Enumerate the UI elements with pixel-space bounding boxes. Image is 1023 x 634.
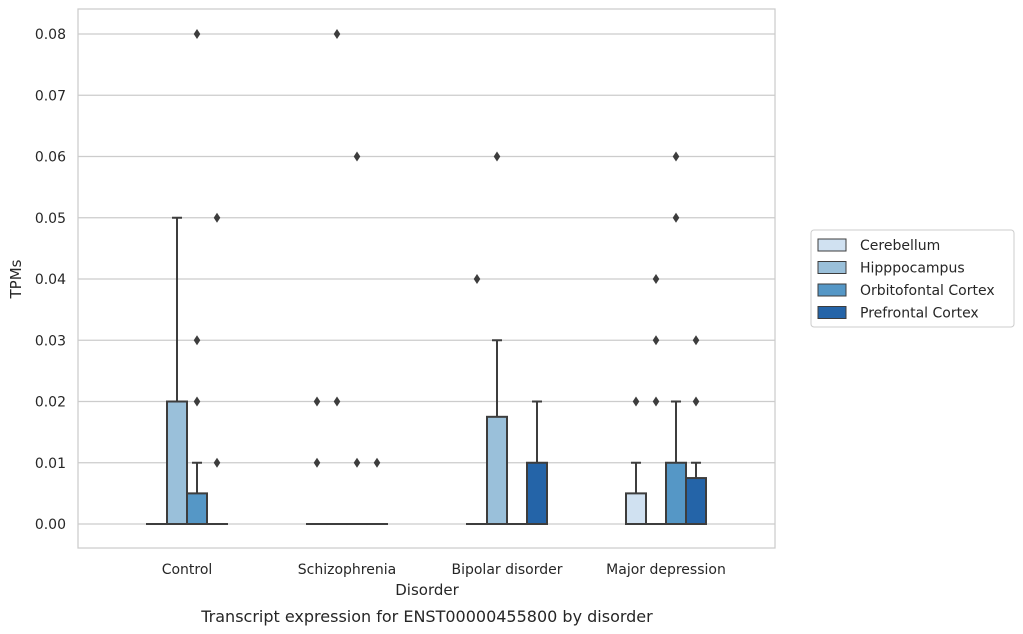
outlier-point: [193, 335, 201, 346]
box-2-3: [665, 151, 687, 525]
x-axis-label: Disorder: [395, 581, 459, 599]
y-tick-label: 0.04: [35, 272, 66, 288]
box-2-1: [346, 151, 368, 526]
legend-swatch: [817, 306, 847, 319]
x-tick-label: Major depression: [606, 562, 726, 578]
box-1-0: [166, 216, 188, 525]
outlier-point: [193, 396, 201, 407]
box-rect: [166, 400, 188, 525]
outlier-point: [333, 396, 341, 407]
outlier-point: [193, 29, 201, 39]
outlier-point: [632, 396, 640, 407]
outlier-point: [213, 212, 221, 223]
outlier-point: [692, 335, 700, 346]
legend-swatch: [817, 238, 847, 252]
box-0-2: [466, 274, 488, 526]
box-rect: [526, 461, 548, 525]
outlier-point: [333, 29, 341, 39]
legend-frame: [810, 229, 1015, 328]
plot-area-frame: [77, 8, 776, 549]
outlier-point: [652, 396, 660, 407]
x-tick-labels: Control Schizophrenia Bipolar disorder Majo…: [162, 562, 726, 578]
x-tick-label: Bipolar disorder: [451, 562, 562, 578]
box-rect: [665, 461, 687, 525]
legend-label: Cerebellum: [860, 238, 940, 254]
legend-swatch: [817, 261, 847, 274]
box-3-3: [685, 335, 707, 525]
box-0-3: [625, 396, 647, 525]
box-elements: [146, 29, 707, 526]
box-rect: [486, 415, 508, 525]
legend: Cerebellum Hipppocampus Orbitofontal Corte…: [810, 229, 1015, 328]
box-3-2: [526, 400, 548, 525]
box-2-0: [186, 29, 208, 525]
box-0-1: [306, 396, 328, 526]
box-1-1: [326, 29, 348, 526]
box-rect: [186, 492, 208, 525]
y-tick-label: 0.03: [35, 333, 66, 349]
legend-label: Hipppocampus: [860, 261, 965, 277]
outlier-point: [473, 274, 481, 284]
outlier-point: [373, 457, 381, 468]
x-tick-label: Schizophrenia: [298, 562, 396, 578]
box-rect: [625, 492, 647, 525]
outlier-point: [672, 212, 680, 223]
box-1-3: [645, 274, 667, 526]
y-tick-label: 0.02: [35, 395, 66, 411]
y-tick-label: 0.07: [35, 88, 66, 104]
x-tick-label: Control: [162, 562, 213, 578]
legend-label: Prefrontal Cortex: [860, 306, 979, 322]
box-3-1: [366, 457, 388, 526]
outlier-point: [652, 274, 660, 284]
y-tick-label: 0.08: [35, 27, 66, 43]
outlier-point: [652, 335, 660, 346]
y-tick-labels: 0.00 0.01 0.02 0.03 0.04 0.05 0.06 0.07 0.08: [35, 27, 66, 533]
chart-caption: Transcript expression for ENST0000045580…: [200, 607, 653, 626]
y-tick-label: 0.06: [35, 150, 66, 166]
outlier-point: [692, 396, 700, 407]
outlier-point: [353, 151, 361, 162]
outlier-point: [213, 457, 221, 468]
legend-swatch: [817, 283, 847, 297]
box-rect: [685, 477, 707, 525]
y-axis-label: TPMs: [7, 259, 25, 299]
y-tick-label: 0.01: [35, 456, 66, 472]
box-3-0: [206, 212, 228, 526]
outlier-point: [313, 457, 321, 468]
y-tick-label: 0.05: [35, 211, 66, 227]
outlier-point: [353, 457, 361, 468]
outlier-point: [313, 396, 321, 407]
legend-label: Orbitofontal Cortex: [860, 283, 995, 299]
y-tick-label: 0.00: [35, 517, 66, 533]
box-1-2: [486, 151, 508, 525]
outlier-point: [493, 151, 501, 162]
outlier-point: [672, 151, 680, 162]
